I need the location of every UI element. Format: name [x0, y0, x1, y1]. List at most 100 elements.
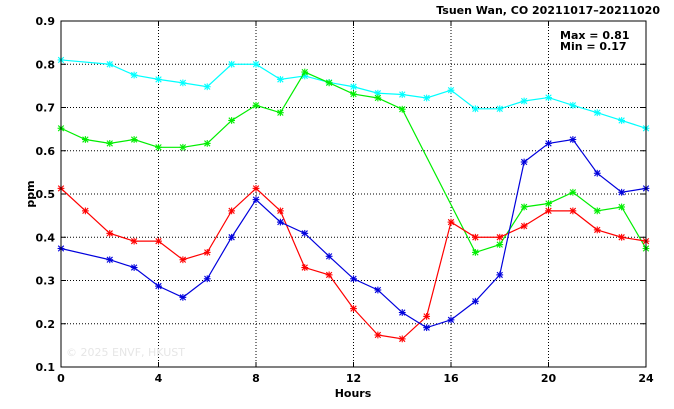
- data-point: [423, 94, 431, 102]
- data-point: [106, 139, 114, 147]
- data-point: [252, 196, 260, 204]
- data-point: [471, 233, 479, 241]
- data-point: [179, 79, 187, 87]
- y-tick-label: 0.1: [36, 361, 56, 374]
- data-point: [447, 86, 455, 94]
- watermark: © 2025 ENVF, HKUST: [66, 346, 185, 359]
- x-tick-label: 4: [155, 372, 163, 385]
- y-tick-label: 0.3: [36, 275, 56, 288]
- series-1: [57, 56, 650, 132]
- x-axis-label: Hours: [335, 387, 372, 400]
- data-point: [593, 169, 601, 177]
- series-4: [57, 136, 650, 332]
- series-line: [60, 59, 647, 129]
- data-point: [276, 109, 284, 117]
- data-point: [350, 305, 357, 313]
- data-point: [374, 286, 382, 294]
- x-tick-label: 12: [346, 372, 361, 385]
- data-point: [130, 136, 138, 143]
- data-point: [496, 271, 504, 279]
- data-point: [398, 309, 406, 316]
- y-tick-label: 0.9: [36, 15, 56, 28]
- data-point: [545, 139, 552, 147]
- data-point: [228, 233, 236, 241]
- series-2: [57, 68, 650, 256]
- data-point: [276, 207, 284, 215]
- data-point: [179, 143, 187, 151]
- data-point: [81, 207, 89, 215]
- data-point: [155, 282, 162, 290]
- data-point: [276, 218, 284, 226]
- data-point: [228, 60, 236, 68]
- data-point: [447, 218, 455, 226]
- data-point: [155, 143, 162, 151]
- axis-ticks: 0.1 0.2 0.3 0.4 0.5 0.6 0.7 0.8 0.9 0 4 8 12 16 20 24: [36, 15, 654, 385]
- y-tick-label: 0.8: [36, 58, 56, 71]
- data-point: [520, 158, 528, 166]
- data-point: [106, 229, 114, 237]
- data-point: [496, 241, 504, 249]
- data-point: [618, 117, 626, 124]
- data-point: [350, 275, 357, 283]
- data-point: [374, 94, 382, 102]
- data-point: [545, 200, 552, 207]
- data-point: [423, 324, 431, 332]
- y-tick-label: 0.4: [36, 231, 56, 244]
- x-tick-label: 0: [57, 372, 65, 385]
- data-point: [252, 101, 260, 109]
- data-point: [593, 226, 601, 234]
- data-point: [130, 264, 138, 271]
- data-point: [301, 264, 309, 271]
- data-point: [398, 335, 406, 343]
- data-point: [203, 248, 211, 256]
- data-point: [228, 207, 236, 215]
- data-point: [301, 229, 309, 237]
- data-point: [471, 248, 479, 256]
- data-point: [398, 91, 406, 98]
- y-tick-label: 0.5: [36, 188, 56, 201]
- data-point: [252, 60, 260, 68]
- data-point: [325, 252, 333, 260]
- data-point: [203, 139, 211, 147]
- data-point: [374, 331, 382, 339]
- min-annotation: Min = 0.17: [560, 40, 627, 53]
- data-point: [593, 109, 601, 117]
- data-point: [471, 297, 479, 305]
- data-point: [618, 203, 626, 211]
- data-point: [593, 207, 601, 215]
- x-tick-label: 24: [638, 372, 654, 385]
- data-point: [545, 207, 552, 215]
- data-point: [520, 203, 528, 211]
- data-point: [496, 105, 504, 113]
- data-point: [350, 83, 357, 91]
- y-axis-label: ppm: [24, 180, 37, 207]
- data-point: [496, 233, 504, 241]
- x-tick-label: 16: [443, 372, 459, 385]
- data-point: [106, 60, 114, 68]
- data-point: [447, 316, 455, 324]
- data-point: [569, 136, 577, 143]
- data-point: [325, 79, 333, 87]
- grid: [61, 21, 646, 367]
- data-point: [130, 237, 138, 245]
- y-tick-label: 0.7: [36, 102, 56, 115]
- max-annotation: Max = 0.81: [560, 29, 629, 42]
- data-point: [130, 71, 138, 79]
- data-point: [398, 105, 406, 113]
- data-point: [471, 105, 479, 113]
- y-tick-label: 0.6: [36, 145, 56, 158]
- data-point: [569, 207, 577, 215]
- data-point: [228, 117, 236, 124]
- series-lines: [57, 56, 650, 343]
- data-point: [520, 222, 528, 230]
- data-point: [569, 101, 577, 109]
- data-point: [423, 312, 431, 320]
- data-point: [81, 136, 89, 143]
- data-point: [618, 188, 626, 196]
- data-point: [350, 90, 357, 98]
- data-point: [106, 256, 114, 264]
- data-point: [203, 83, 211, 91]
- x-tick-label: 20: [541, 372, 557, 385]
- data-point: [276, 75, 284, 83]
